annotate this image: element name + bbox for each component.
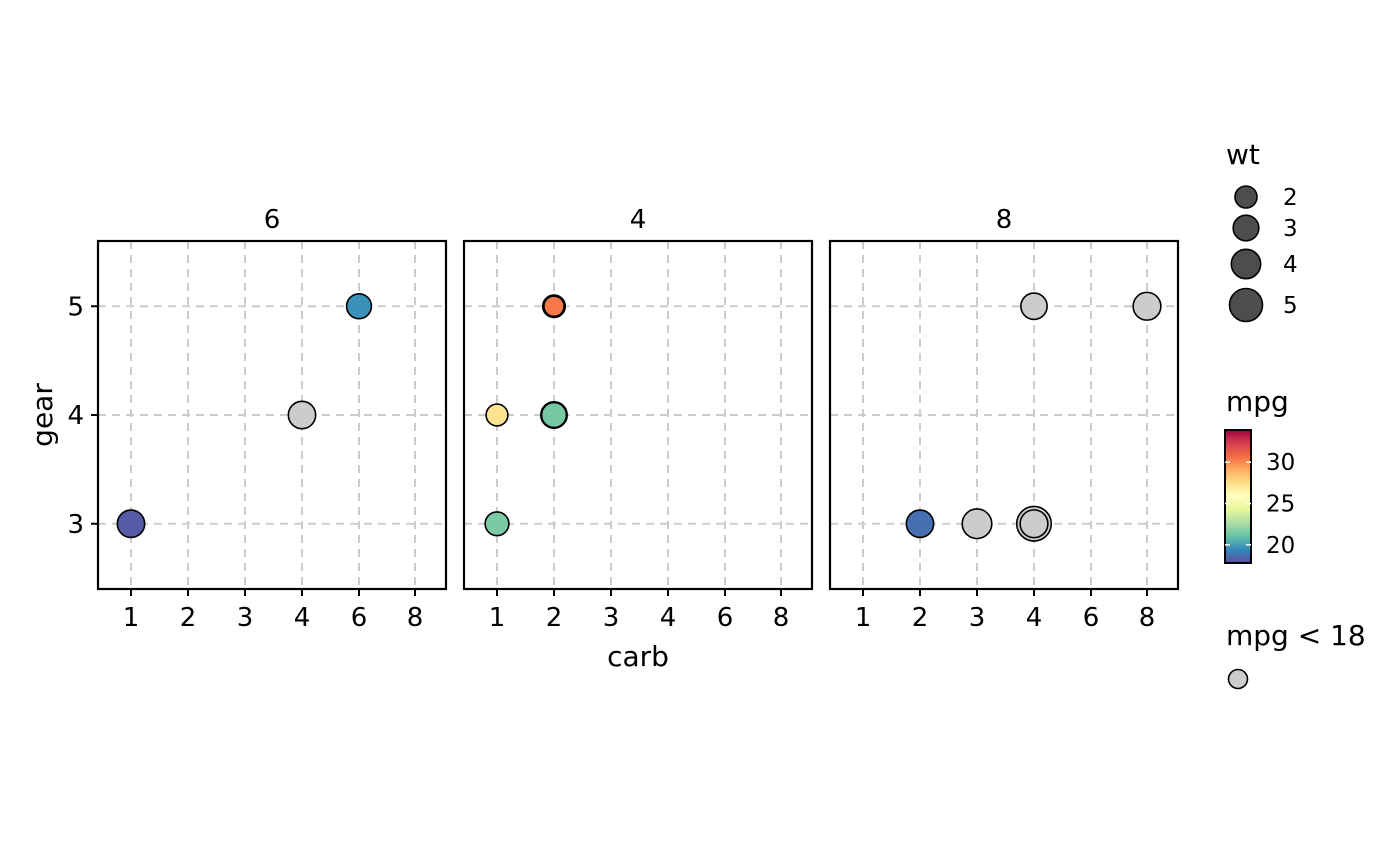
y-tick-label: 4	[67, 401, 84, 431]
x-tick-label: 8	[773, 603, 790, 633]
facet-strip-label: 8	[996, 205, 1013, 235]
legend-color-label: 30	[1266, 450, 1295, 476]
data-point	[484, 511, 510, 537]
x-tick-label: 1	[123, 603, 140, 633]
facet-strip-label: 6	[264, 205, 281, 235]
y-tick-label: 5	[67, 292, 84, 322]
data-point	[1019, 509, 1049, 539]
x-tick-label: 8	[1139, 603, 1156, 633]
x-tick-label: 4	[660, 603, 677, 633]
legend-size-key	[1232, 214, 1260, 242]
legend-highlight-title: mpg < 18	[1226, 619, 1366, 652]
facet-strip-label: 4	[630, 205, 647, 235]
facet-panel-6: 6 1 2 3 4 6 8	[96, 205, 448, 633]
data-point	[905, 509, 935, 539]
x-tick-label: 1	[855, 603, 872, 633]
x-tick-label: 4	[1026, 603, 1043, 633]
x-tick-label: 8	[407, 603, 424, 633]
legend-color: mpg 20 25 30	[1224, 385, 1295, 564]
facet-panels: 6 1 2 3 4 6 8 4 1 2 3 4 6 8 8 1 2 3 4 6 8 3 4 5	[67, 205, 1180, 633]
facet-panel-4: 4 1 2 3 4 6 8	[462, 205, 814, 633]
x-tick-label: 2	[546, 603, 563, 633]
legend-size: wt 2 3 4 5	[1226, 138, 1298, 323]
data-point	[1132, 291, 1162, 321]
x-tick-label: 3	[603, 603, 620, 633]
legend-size-key	[1228, 287, 1264, 323]
x-tick-label: 6	[1083, 603, 1100, 633]
data-point	[540, 401, 568, 429]
legend-color-label: 20	[1266, 533, 1295, 559]
legend-size-label: 2	[1283, 185, 1298, 211]
x-tick-label: 1	[489, 603, 506, 633]
x-tick-label: 2	[912, 603, 929, 633]
legend-size-label: 5	[1283, 293, 1298, 319]
legend-highlight: mpg < 18	[1226, 619, 1366, 690]
data-point	[1020, 292, 1048, 321]
x-tick-label: 2	[180, 603, 197, 633]
x-tick-label: 6	[351, 603, 368, 633]
y-axis-title: gear	[26, 383, 59, 447]
x-tick-label: 4	[294, 603, 311, 633]
legend-colorbar	[1224, 429, 1252, 564]
data-point	[543, 295, 565, 318]
data-point	[287, 400, 317, 430]
legend-size-label: 4	[1283, 252, 1298, 278]
x-tick-label: 3	[237, 603, 254, 633]
legend-size-title: wt	[1226, 138, 1260, 171]
data-point	[961, 508, 993, 540]
panel-border	[828, 239, 1180, 591]
facet-panel-8: 8 1 2 3 4 6 8	[828, 205, 1180, 633]
y-tick-label: 3	[67, 510, 84, 540]
data-point	[116, 509, 146, 539]
legend-highlight-key	[1227, 668, 1249, 690]
panel-border	[462, 239, 814, 591]
legend-size-label: 3	[1283, 216, 1298, 242]
legend-color-title: mpg	[1226, 385, 1289, 418]
x-axis-title: carb	[607, 640, 669, 673]
data-point	[485, 403, 509, 427]
x-tick-label: 3	[969, 603, 986, 633]
legend-size-key	[1230, 248, 1262, 280]
legend-size-key	[1234, 185, 1258, 209]
data-point	[345, 293, 373, 320]
x-tick-label: 6	[717, 603, 734, 633]
legend-color-label: 25	[1266, 492, 1295, 518]
